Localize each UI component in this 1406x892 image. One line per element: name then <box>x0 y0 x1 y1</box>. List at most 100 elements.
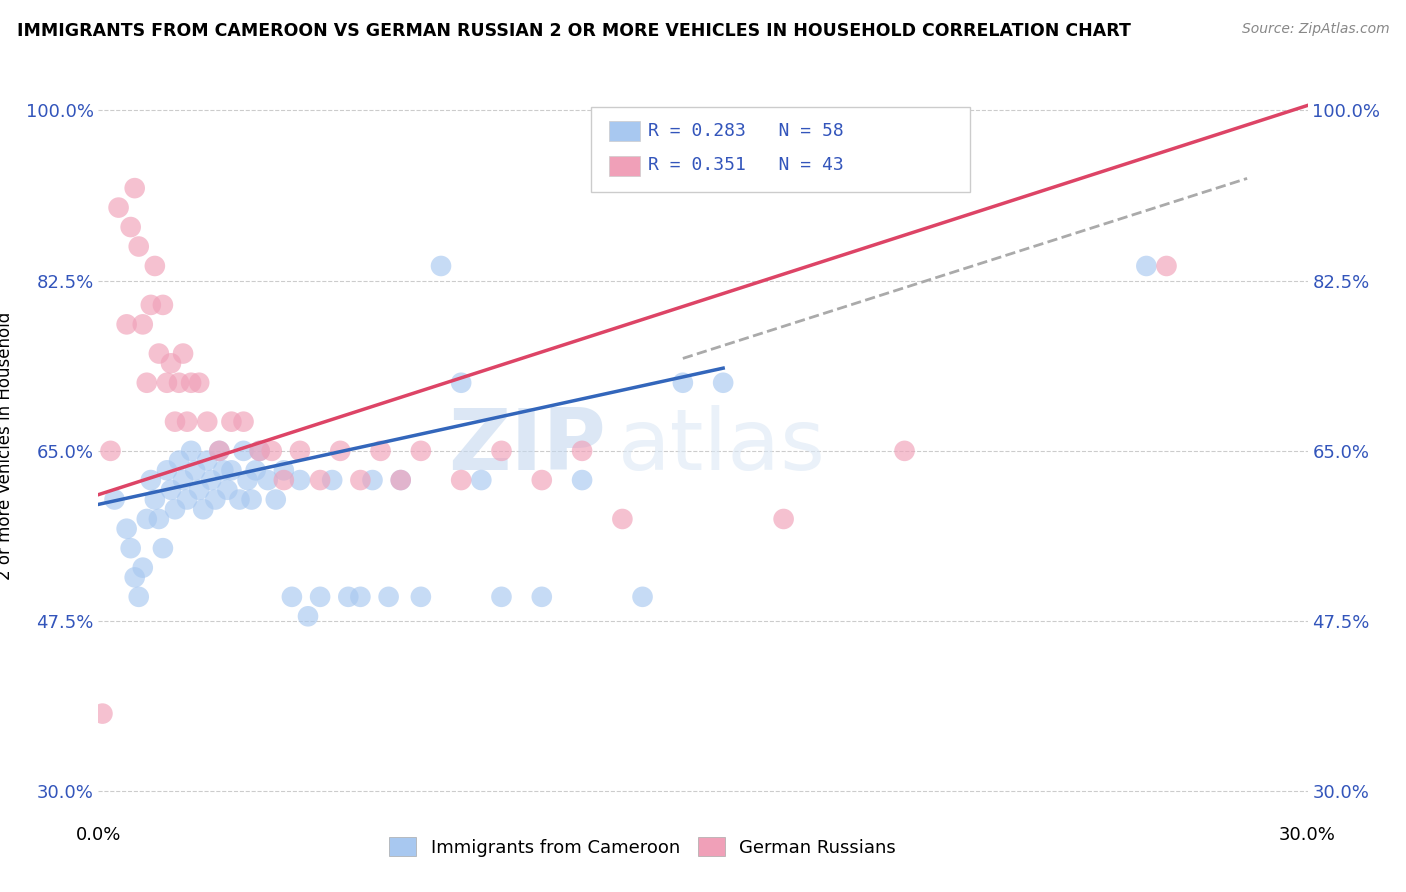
Point <box>389 473 412 487</box>
Point <box>221 415 243 429</box>
Point <box>195 453 218 467</box>
Point <box>530 473 553 487</box>
Point <box>107 201 129 215</box>
Point <box>273 463 295 477</box>
Point <box>156 376 179 390</box>
Point <box>204 492 226 507</box>
Point <box>139 298 162 312</box>
Point <box>491 590 513 604</box>
Legend: Immigrants from Cameroon, German Russians: Immigrants from Cameroon, German Russian… <box>382 830 903 864</box>
Point <box>167 376 190 390</box>
Point <box>184 463 207 477</box>
Point <box>172 473 194 487</box>
Point <box>228 492 250 507</box>
Point <box>236 473 259 487</box>
Point <box>288 443 311 458</box>
Point <box>212 463 235 477</box>
Point <box>240 492 263 507</box>
Point <box>188 483 211 497</box>
Point <box>124 181 146 195</box>
Point <box>167 453 190 467</box>
Point <box>772 512 794 526</box>
Point <box>530 590 553 604</box>
Point <box>120 220 142 235</box>
Point <box>571 473 593 487</box>
Point <box>470 473 492 487</box>
Point <box>1156 259 1178 273</box>
Point <box>208 443 231 458</box>
Point <box>309 590 332 604</box>
Point <box>571 443 593 458</box>
Point <box>91 706 114 721</box>
Point <box>160 356 183 370</box>
Text: Source: ZipAtlas.com: Source: ZipAtlas.com <box>1241 22 1389 37</box>
Point <box>430 259 453 273</box>
Point <box>217 483 239 497</box>
Point <box>361 473 384 487</box>
Point <box>370 443 392 458</box>
Point <box>135 376 157 390</box>
Point <box>152 298 174 312</box>
Point <box>124 570 146 584</box>
Point <box>409 443 432 458</box>
Point <box>180 376 202 390</box>
Text: IMMIGRANTS FROM CAMEROON VS GERMAN RUSSIAN 2 OR MORE VEHICLES IN HOUSEHOLD CORRE: IMMIGRANTS FROM CAMEROON VS GERMAN RUSSI… <box>17 22 1130 40</box>
Point <box>256 473 278 487</box>
Point <box>232 415 254 429</box>
Text: ZIP: ZIP <box>449 404 606 488</box>
Point <box>249 443 271 458</box>
Point <box>132 318 155 332</box>
Point <box>377 590 399 604</box>
Point <box>163 502 186 516</box>
Point <box>612 512 634 526</box>
Text: R = 0.283   N = 58: R = 0.283 N = 58 <box>648 122 844 140</box>
Point <box>143 259 166 273</box>
Point <box>281 590 304 604</box>
Point <box>128 590 150 604</box>
Point <box>631 590 654 604</box>
Text: atlas: atlas <box>619 404 827 488</box>
Point <box>120 541 142 556</box>
Point <box>245 463 267 477</box>
Point <box>200 473 222 487</box>
Point <box>389 473 412 487</box>
Point <box>152 541 174 556</box>
Point <box>115 318 138 332</box>
Point <box>297 609 319 624</box>
Point <box>337 590 360 604</box>
Point <box>309 473 332 487</box>
Point <box>148 512 170 526</box>
Point <box>221 463 243 477</box>
Point <box>160 483 183 497</box>
Point <box>273 473 295 487</box>
Point <box>135 512 157 526</box>
Point <box>193 502 215 516</box>
Point <box>288 473 311 487</box>
Point <box>176 415 198 429</box>
Point <box>450 376 472 390</box>
Point <box>156 463 179 477</box>
Point <box>163 415 186 429</box>
Point <box>148 346 170 360</box>
Point <box>491 443 513 458</box>
Point <box>349 590 371 604</box>
Point <box>893 443 915 458</box>
Point <box>176 492 198 507</box>
Point <box>260 443 283 458</box>
Point <box>180 443 202 458</box>
Point <box>232 443 254 458</box>
Point <box>115 522 138 536</box>
Point <box>132 560 155 574</box>
Point <box>103 492 125 507</box>
Point <box>349 473 371 487</box>
Point <box>409 590 432 604</box>
Point <box>172 346 194 360</box>
Point <box>321 473 343 487</box>
Point <box>450 473 472 487</box>
Point <box>711 376 734 390</box>
Point <box>195 415 218 429</box>
Point <box>208 443 231 458</box>
Point <box>329 443 352 458</box>
Y-axis label: 2 or more Vehicles in Household: 2 or more Vehicles in Household <box>0 312 14 580</box>
Point <box>1135 259 1157 273</box>
